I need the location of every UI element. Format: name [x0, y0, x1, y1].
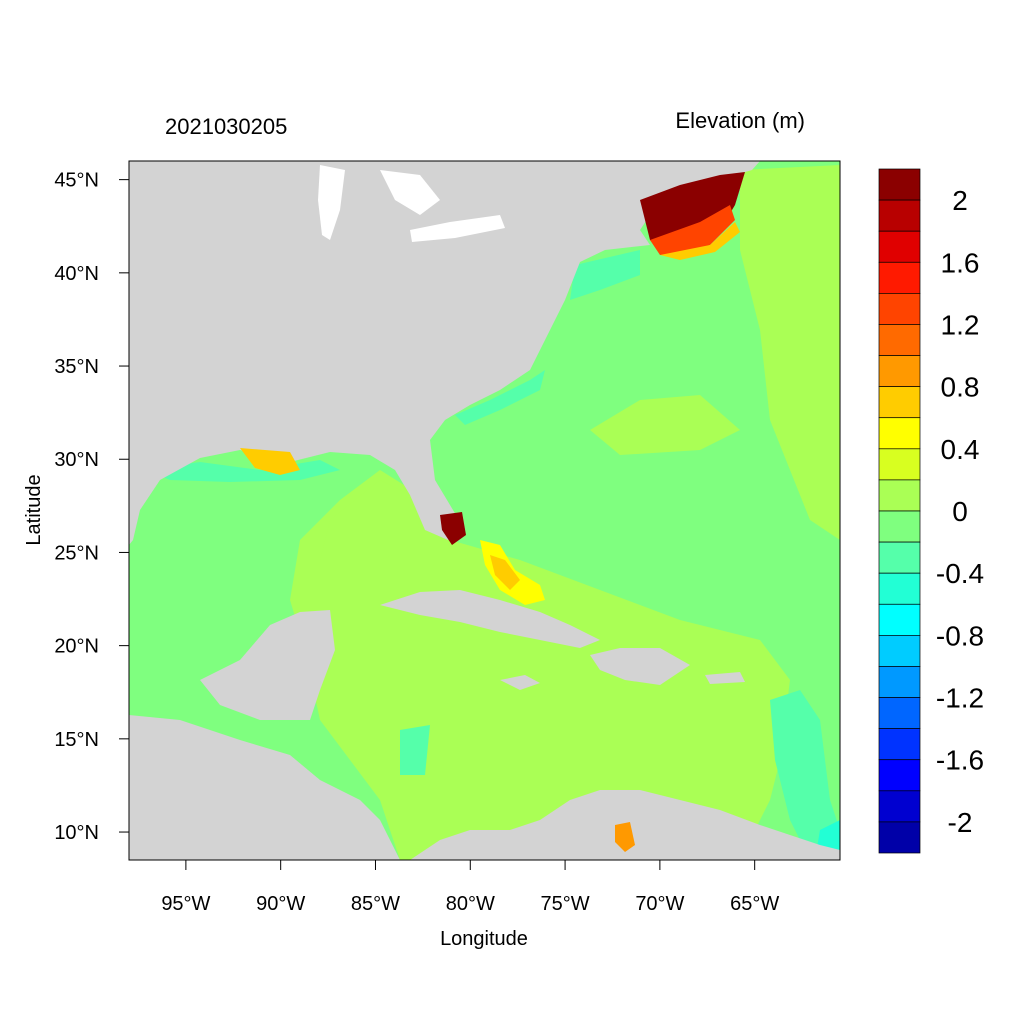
north-america-land	[129, 161, 760, 545]
plot-frame	[128, 160, 841, 861]
colorbar-swatch-7	[878, 386, 921, 419]
colorbar-label-8: -1.2	[936, 683, 984, 714]
colorbar-swatch-18	[878, 728, 921, 761]
x-tick-label-1: 90°W	[256, 893, 305, 915]
central-america-land	[129, 715, 400, 860]
y-axis: 10°N 15°N 20°N 25°N 30°N 35°N 40°N 45°N	[54, 170, 129, 844]
colorbar-swatch-11	[878, 510, 921, 543]
x-tick-label-2: 85°W	[351, 893, 400, 915]
y-tick-label-3: 25°N	[54, 542, 99, 564]
y-tick-label-6: 40°N	[54, 263, 99, 285]
shelf-negative-north	[570, 250, 640, 300]
colorbar-swatch-16	[878, 666, 921, 698]
colorbar-swatch-6	[878, 355, 921, 387]
south-florida-surge	[440, 512, 466, 545]
bahamas-bank-core	[490, 555, 520, 590]
colorbar-swatch-17	[878, 697, 921, 729]
surge-edge-2	[660, 222, 740, 260]
gulf-east-positive-zone	[320, 480, 430, 560]
colorbar-swatch-2	[878, 230, 921, 263]
x-tick-label-0: 95°W	[161, 893, 210, 915]
colorbar-swatch-0	[878, 168, 921, 201]
x-tick-label-3: 80°W	[446, 893, 495, 915]
y-tick-label-1: 15°N	[54, 729, 99, 751]
map-panel	[129, 161, 840, 860]
y-tick-label-0: 10°N	[54, 822, 99, 844]
x-tick-label-4: 75°W	[541, 893, 590, 915]
lake-maracaibo-high	[615, 822, 635, 852]
colorbar-swatch-14	[878, 603, 921, 636]
y-tick-label-7: 45°N	[54, 170, 99, 192]
colorbar-label-9: -1.6	[936, 745, 984, 776]
y-tick-label-5: 35°N	[54, 356, 99, 378]
atlantic-patch	[590, 395, 740, 455]
lake-erie-ontario	[410, 215, 505, 242]
colorbar-swatch-21	[878, 821, 921, 854]
colorbar-swatch-8	[878, 417, 921, 450]
cuba-land	[380, 590, 600, 648]
x-axis: 95°W 90°W 85°W 80°W 75°W 70°W 65°W	[161, 860, 779, 915]
colorbar-swatch-9	[878, 448, 921, 481]
colorbar-label-0: 2	[952, 185, 968, 216]
y-axis-label: Latitude	[23, 474, 45, 545]
x-axis-label: Longitude	[440, 928, 528, 950]
colorbar-swatch-3	[878, 261, 921, 294]
jamaica-land	[500, 675, 540, 690]
yucatan-land	[200, 610, 335, 720]
colorbar-swatch-19	[878, 759, 921, 792]
honduras-negative	[400, 725, 430, 775]
surge-edge-1	[650, 205, 735, 255]
colorbar-swatch-10	[878, 479, 921, 512]
colorbar-swatch-20	[878, 790, 921, 823]
date-title: 2021030205	[165, 114, 287, 139]
y-tick-label-2: 20°N	[54, 636, 99, 658]
colorbar-label-4: 0.4	[941, 434, 980, 465]
x-tick-label-5: 70°W	[635, 893, 684, 915]
shelf-negative-carolina	[455, 370, 545, 425]
variable-title: Elevation (m)	[675, 108, 805, 133]
colorbar-label-3: 0.8	[941, 372, 980, 403]
colorbar-label-10: -2	[948, 807, 973, 838]
lake-michigan	[318, 165, 345, 240]
louisiana-coast-high	[240, 448, 300, 475]
colorbar-swatch-12	[878, 541, 921, 574]
colorbar-swatch-1	[878, 199, 921, 232]
puerto-rico-land	[705, 672, 745, 684]
lake-huron	[380, 170, 440, 215]
colorbar-swatch-5	[878, 324, 921, 356]
colorbar-label-2: 1.2	[941, 309, 980, 340]
lesser-antilles-negative	[770, 690, 840, 860]
atlantic-east-positive-zone	[740, 165, 840, 540]
colorbar-label-5: 0	[952, 496, 968, 527]
hispaniola-land	[590, 648, 690, 685]
colorbar-swatch-15	[878, 635, 921, 667]
colorbar-label-6: -0.4	[936, 558, 984, 589]
colorbar-label-7: -0.8	[936, 620, 984, 651]
x-tick-label-6: 65°W	[730, 893, 779, 915]
colorbar-swatch-4	[878, 293, 921, 325]
colorbar-label-1: 1.6	[941, 247, 980, 278]
colorbar-swatch-13	[878, 572, 921, 605]
y-tick-label-4: 30°N	[54, 449, 99, 471]
colorbar	[878, 168, 921, 854]
colorbar-labels: 2 1.6 1.2 0.8 0.4 0 -0.4 -0.8 -1.2 -1.6 -2	[936, 185, 984, 838]
